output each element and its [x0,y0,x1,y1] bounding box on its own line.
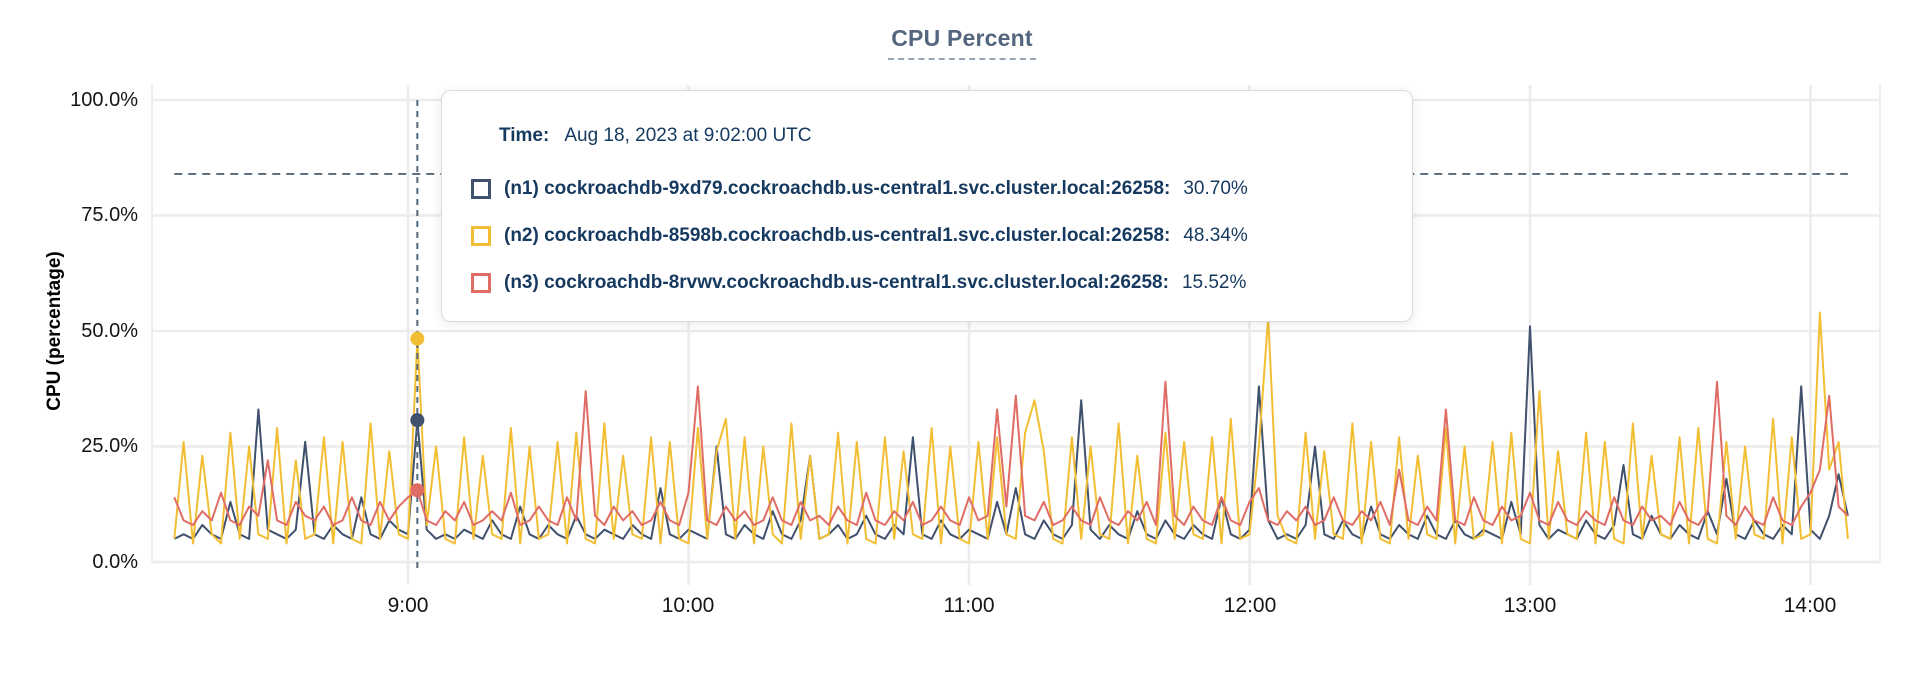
series-value: 15.52% [1181,271,1247,293]
chart-header: CPU Percent [0,25,1924,60]
x-tick-label: 9:00 [387,594,429,617]
series-swatch-n3 [471,272,491,293]
series-name: (n2) cockroachdb-8598b.cockroachdb.us-ce… [504,224,1171,246]
page-title: CPU Percent [888,25,1036,60]
hover-tooltip: Time: Aug 18, 2023 at 9:02:00 UTC (n1) c… [441,90,1413,322]
y-tick-label: 75.0% [81,204,138,226]
y-tick-label: 0.0% [92,551,138,573]
x-tick-label: 11:00 [943,594,995,617]
series-line-n3 [173,380,1849,526]
series-value: 48.34% [1183,224,1248,246]
series-name: (n1) cockroachdb-9xd79.cockroachdb.us-ce… [504,177,1171,199]
tooltip-time-value: Aug 18, 2023 at 9:02:00 UTC [564,125,812,146]
series-swatch-n2 [471,225,491,246]
tooltip-series-row: (n2) cockroachdb-8598b.cockroachdb.us-ce… [471,212,1392,259]
x-tick-label: 13:00 [1503,594,1557,617]
series-line-n2 [173,311,1849,545]
hover-dot-n2 [410,331,425,346]
x-tick-label: 10:00 [661,594,715,617]
x-tick-label: 14:00 [1783,594,1837,617]
series-value: 30.70% [1183,177,1248,199]
y-tick-label: 100.0% [70,89,138,111]
x-tick-label: 12:00 [1223,594,1277,617]
tooltip-series-row: (n3) cockroachdb-8rvwv.cockroachdb.us-ce… [471,259,1392,306]
y-tick-label: 25.0% [81,435,138,457]
series-name: (n3) cockroachdb-8rvwv.cockroachdb.us-ce… [504,271,1169,293]
tooltip-series-row: (n1) cockroachdb-9xd79.cockroachdb.us-ce… [471,165,1392,212]
hover-dot-n3 [410,483,425,498]
tooltip-time-row: Time: Aug 18, 2023 at 9:02:00 UTC [471,121,1392,151]
tooltip-time-label: Time: [499,125,550,146]
y-tick-label: 50.0% [81,320,138,342]
hover-dot-n1 [410,413,425,428]
series-swatch-n1 [471,178,491,199]
